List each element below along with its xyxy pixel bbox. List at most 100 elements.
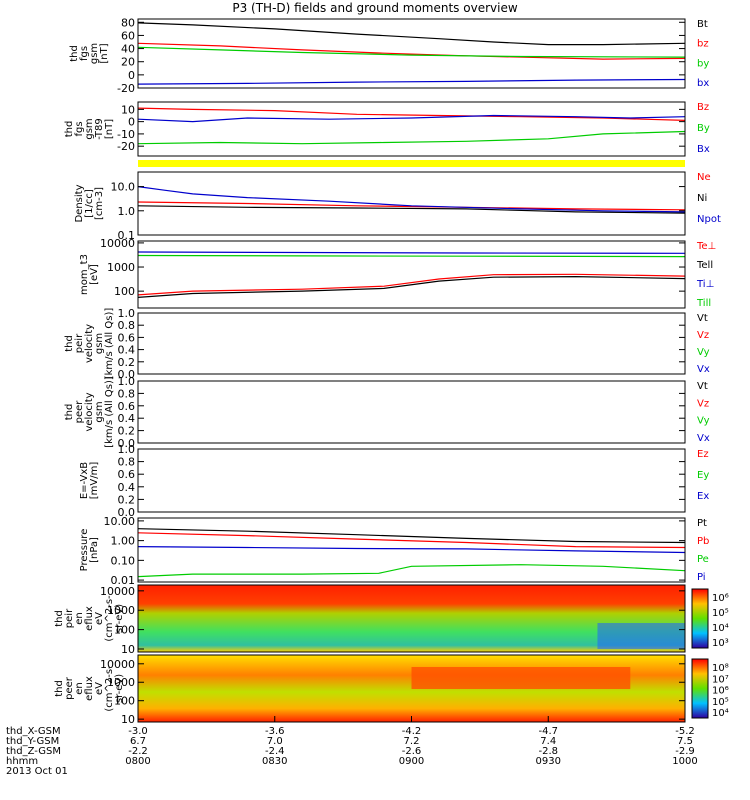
- x-tick-label: -2.2: [128, 746, 148, 757]
- x-tick-label: 7.4: [540, 736, 556, 747]
- legend-entry: Pb: [697, 536, 709, 547]
- y-axis-label-line: velocity: [84, 324, 95, 363]
- panel-frame: [137, 312, 686, 375]
- series-bx: [137, 114, 686, 123]
- series-bz: [137, 42, 686, 60]
- y-axis-label-line: peir: [64, 608, 75, 628]
- panel-frame: [137, 448, 686, 513]
- x-tick-label: -3.0: [128, 726, 148, 737]
- y-axis-label-line: thd: [69, 45, 80, 62]
- y-tick-label: 10.00: [104, 515, 136, 528]
- y-axis-label-line: fgs: [74, 121, 85, 136]
- legend-entry: Pi: [697, 572, 706, 583]
- y-tick-label: -10: [117, 128, 135, 141]
- y-tick-label: 0.0: [118, 437, 136, 450]
- y-axis-label-line: (cm^2-s-: [104, 595, 115, 642]
- y-tick-label: 60: [121, 29, 135, 42]
- y-tick-label: 0.6: [118, 400, 136, 413]
- y-tick-label: 0.10: [111, 554, 136, 567]
- x-axis-row-label: hhmm: [6, 756, 38, 767]
- y-tick-label: -20: [117, 140, 135, 153]
- y-axis-label-line: eV: [94, 612, 105, 625]
- colorbar-tick-label: 10⁷: [712, 674, 729, 685]
- y-tick-label: 0.8: [118, 319, 136, 332]
- y-axis-label-line: (cm^2-s-: [104, 665, 115, 712]
- y-axis-label-line: sr-eV): [114, 674, 125, 703]
- y-tick-label: 100: [114, 695, 135, 708]
- y-axis-label-line: peer: [74, 400, 85, 424]
- chart-title: P3 (TH-D) fields and ground moments over…: [232, 1, 518, 15]
- colorbar-tick-label: 10⁸: [712, 663, 729, 674]
- legend-entry: Npot: [697, 214, 721, 225]
- y-axis-label-line: en: [74, 612, 85, 625]
- colorbar-tick-label: 10⁶: [712, 593, 729, 604]
- y-tick-label: 0.4: [118, 481, 136, 494]
- y-tick-label: 0: [128, 69, 135, 82]
- y-tick-label: 0.2: [118, 493, 136, 506]
- x-tick-label: 0900: [399, 756, 424, 767]
- y-axis-label-line: [1/cc]: [84, 189, 95, 218]
- y-axis-label-line: E=-VxB: [79, 462, 90, 499]
- y-axis-label-line: Pressure: [79, 529, 90, 572]
- series-te: [137, 273, 686, 296]
- y-axis-label-line: velocity: [84, 392, 95, 431]
- x-tick-label: -3.6: [265, 726, 285, 737]
- y-axis-label-line: thd: [64, 404, 75, 421]
- series-bz: [137, 107, 686, 121]
- y-tick-label: 0.0: [118, 506, 136, 519]
- legend-entry: bz: [697, 39, 709, 50]
- colorbar-tick-label: 10⁶: [712, 686, 729, 697]
- y-tick-label: 0: [128, 116, 135, 129]
- y-tick-label: 0.8: [118, 387, 136, 400]
- x-tick-label: 0800: [125, 756, 150, 767]
- legend-entry: Ex: [697, 491, 709, 502]
- panel-peer-en-eflux: 10⁸10⁷10⁶10⁵10⁴10000100010010thdpeerenef…: [54, 654, 729, 726]
- series-by: [137, 130, 686, 145]
- panel-frame: [137, 240, 686, 309]
- y-tick-label: 1.0: [118, 307, 136, 320]
- colorbar-tick-label: 10⁴: [712, 623, 729, 634]
- legend-entry: by: [697, 58, 709, 69]
- y-axis-label-line: [nPa]: [89, 537, 100, 563]
- panel-frame: [137, 101, 686, 157]
- panel-peer-velocity: VtVzVyVx1.00.80.60.40.20.0thdpeervelocit…: [64, 375, 710, 450]
- legend-entry: Ey: [697, 470, 709, 481]
- y-axis-label-line: [nT]: [104, 119, 115, 139]
- y-axis-label-line: thd: [64, 121, 75, 138]
- y-axis-label: E=-VxB[mV/m]: [79, 462, 100, 500]
- legend-entry: Vt: [697, 381, 708, 392]
- y-tick-label: 100: [114, 624, 135, 637]
- panel-temperature: Te⊥ Tell Ti⊥ Till 10000 1000 100 mom_t3[eV]: [79, 237, 716, 309]
- y-tick-label: 10: [121, 713, 135, 726]
- y-axis-label-line: gsm: [94, 333, 105, 354]
- panel-frame: [137, 380, 686, 444]
- y-axis-label: thdfgsgsm-T89[nT]: [64, 118, 115, 140]
- y-axis-label-line: thd: [64, 335, 75, 352]
- legend-entry: Pe: [697, 554, 709, 565]
- y-tick-label: 10000: [100, 585, 135, 598]
- y-tick-label: 10: [121, 643, 135, 656]
- y-tick-label: 10000: [100, 658, 135, 671]
- y-axis-label-line: en: [74, 682, 85, 695]
- legend-entry: Te⊥: [696, 241, 716, 252]
- series-ni: [137, 205, 686, 214]
- legend-entry: Ti⊥: [696, 279, 714, 290]
- series-ne: [137, 201, 686, 211]
- legend-entry: Pt: [697, 518, 707, 529]
- y-axis-label-line: eflux: [84, 606, 95, 631]
- legend-entry: By: [697, 123, 710, 134]
- legend-entry: Vx: [697, 364, 710, 375]
- y-tick-label: 1000: [107, 261, 135, 274]
- x-tick-label: 7.0: [267, 736, 283, 747]
- x-axis-row-label: thd_X-GSM: [6, 726, 61, 737]
- series-by: [137, 46, 686, 58]
- y-tick-label: 0.2: [118, 425, 136, 438]
- y-axis-label-line: thd: [54, 680, 65, 697]
- spectrogram-band: [597, 623, 685, 649]
- x-tick-label: -4.2: [402, 726, 422, 737]
- y-tick-label: 0.1: [118, 229, 136, 242]
- y-axis-label-line: mom_t3: [79, 254, 90, 295]
- legend-entry: Vz: [697, 330, 709, 341]
- y-tick-label: 0.6: [118, 468, 136, 481]
